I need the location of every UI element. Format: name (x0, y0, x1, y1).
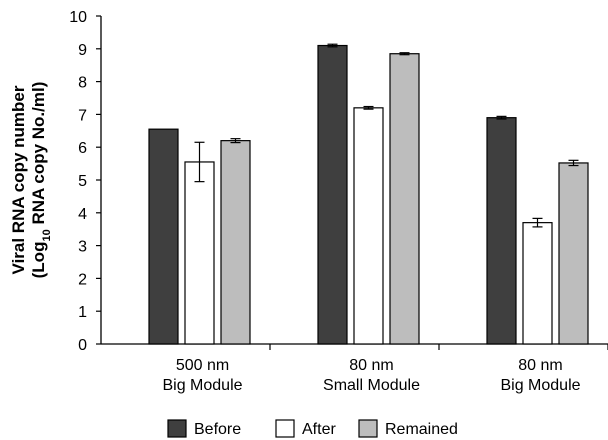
bars (148, 43, 589, 345)
y-axis-label: Viral RNA copy number (Log10 RNA copy No.… (9, 82, 53, 279)
y-tick-label-3: 3 (78, 239, 87, 256)
legend-label-after: After (302, 421, 336, 438)
y-axis-title-line-1: Viral RNA copy number (9, 85, 28, 274)
y-tick-label-1: 1 (78, 304, 87, 321)
y-tick-label-7: 7 (78, 107, 87, 124)
x-category-label-2-1: Big Module (500, 377, 580, 394)
legend-swatch-remained (358, 419, 378, 438)
y-tick-label-6: 6 (78, 140, 87, 157)
bar-remained-0 (220, 140, 251, 345)
x-category-label-1-1: Small Module (323, 377, 420, 394)
bar-before-1 (317, 44, 348, 345)
y-axis-title-line-2: (Log10 RNA copy No./ml) (29, 82, 53, 279)
bar-remained-2 (558, 162, 589, 345)
x-axis-labels: 500 nm Big Module 80 nm Small Module 80 nm Bi… (162, 357, 580, 394)
bar-remained-1 (389, 53, 420, 345)
y-tick-label-4: 4 (78, 206, 87, 223)
bar-after-1 (353, 107, 384, 345)
bar-before-0 (148, 128, 179, 345)
y-tick-label-2: 2 (78, 271, 87, 288)
legend-swatch-before (167, 419, 187, 438)
y-tick-label-0: 0 (78, 337, 87, 354)
x-category-label-0-0: 500 nm (176, 357, 229, 374)
legend-label-before: Before (194, 421, 241, 438)
y-axis-title-part: (Log (29, 242, 48, 279)
x-category-label-2-0: 80 nm (518, 357, 562, 374)
y-tick-label-9: 9 (78, 42, 87, 59)
x-category-label-0-1: Big Module (162, 377, 242, 394)
bar-after-0 (184, 161, 215, 345)
y-axis-title-part: RNA copy No./ml) (29, 82, 48, 230)
y-tick-label-10: 10 (69, 9, 87, 26)
y-axis-title-subscript: 10 (41, 229, 53, 241)
legend-label-remained: Remained (385, 421, 458, 438)
bar-before-2 (486, 117, 517, 345)
y-tick-label-8: 8 (78, 75, 87, 92)
legend-swatch-after (275, 419, 295, 438)
legend: Before After Remained (167, 419, 458, 438)
y-tick-label-5: 5 (78, 173, 87, 190)
x-category-label-1-0: 80 nm (349, 357, 393, 374)
bar-after-2 (522, 222, 553, 345)
